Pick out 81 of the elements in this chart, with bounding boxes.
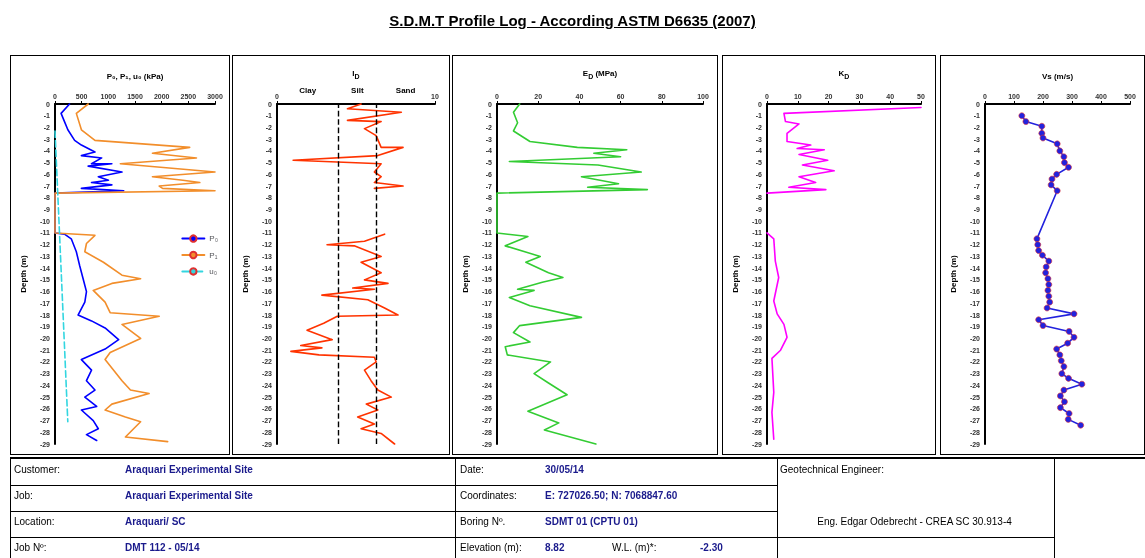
point bbox=[1060, 153, 1068, 161]
point bbox=[1039, 134, 1047, 142]
text: Eng. Edgar Odebrecht - CREA SC 30.913-4 bbox=[816, 516, 1013, 527]
point bbox=[1060, 386, 1068, 394]
line-series bbox=[54, 103, 216, 443]
legend-label: u₀ bbox=[209, 266, 218, 276]
text: Job: bbox=[14, 490, 33, 501]
point bbox=[1053, 345, 1060, 353]
y-axis-title: Depth (m) bbox=[18, 255, 28, 293]
point bbox=[1064, 416, 1072, 423]
y-axis-title: Depth (m) bbox=[730, 255, 740, 293]
text: Araquari Experimental Site bbox=[125, 464, 253, 475]
point bbox=[1042, 269, 1049, 277]
y-axis-title: Depth (m) bbox=[240, 255, 250, 293]
point bbox=[1070, 334, 1078, 341]
text: Elevation (m): bbox=[460, 542, 522, 553]
point bbox=[1046, 298, 1053, 306]
point bbox=[1043, 304, 1051, 312]
point bbox=[1045, 281, 1053, 288]
point bbox=[1064, 339, 1071, 347]
text: Job Nº: bbox=[14, 542, 47, 553]
point bbox=[1065, 375, 1072, 382]
point bbox=[1042, 263, 1050, 271]
point bbox=[1045, 292, 1053, 300]
text: Clay bbox=[299, 85, 317, 95]
point bbox=[1070, 310, 1078, 318]
x-axis-title: Vs (m/s) bbox=[1041, 71, 1074, 81]
point bbox=[1053, 140, 1061, 148]
x-axis-title: P₀, P₁, u₀ (kPa) bbox=[106, 71, 164, 81]
text: S.D.M.T Profile Log - According ASTM D6635 (2007) bbox=[388, 12, 757, 29]
point bbox=[1057, 392, 1064, 400]
point bbox=[1057, 404, 1064, 411]
point bbox=[1044, 287, 1052, 294]
point bbox=[1078, 380, 1086, 388]
text: 30/05/14 bbox=[545, 464, 584, 475]
text: Boring Nº. bbox=[460, 516, 506, 527]
point bbox=[1058, 370, 1066, 377]
point bbox=[1065, 164, 1072, 171]
point bbox=[1053, 187, 1061, 195]
text: Date: bbox=[460, 464, 484, 475]
point bbox=[1061, 159, 1068, 166]
point bbox=[1047, 181, 1055, 189]
text: Coordinates: bbox=[460, 490, 517, 501]
text: Geotechnical Engineer: bbox=[780, 464, 884, 475]
point bbox=[1065, 410, 1073, 417]
point bbox=[1065, 328, 1073, 335]
point bbox=[1018, 112, 1026, 120]
point bbox=[1053, 171, 1060, 178]
point bbox=[1044, 275, 1052, 282]
y-axis-title: Depth (m) bbox=[948, 255, 958, 293]
point bbox=[1035, 316, 1042, 324]
text: 8.82 bbox=[545, 542, 565, 553]
point bbox=[1035, 247, 1042, 254]
point bbox=[1060, 363, 1068, 370]
point bbox=[1056, 351, 1064, 359]
text: Customer: bbox=[14, 464, 61, 475]
point bbox=[1034, 241, 1042, 248]
text: Sand bbox=[395, 85, 416, 95]
text: Location: bbox=[14, 516, 55, 527]
legend-label: P₁ bbox=[209, 250, 218, 260]
text: -2.30 bbox=[700, 542, 723, 553]
point bbox=[1061, 398, 1068, 406]
point bbox=[1022, 118, 1030, 125]
text: E: 727026.50; N: 7068847.60 bbox=[545, 490, 678, 501]
text: Araquari/ SC bbox=[125, 516, 186, 527]
point bbox=[1039, 251, 1046, 259]
point bbox=[1056, 147, 1064, 155]
point bbox=[1048, 175, 1056, 183]
text: SDMT 01 (CPTU 01) bbox=[545, 516, 638, 527]
point bbox=[1045, 257, 1053, 265]
point bbox=[1039, 322, 1047, 329]
text: DMT 112 - 05/14 bbox=[125, 542, 200, 553]
legend-label: P₀ bbox=[209, 234, 218, 244]
text: Araquari Experimental Site bbox=[125, 490, 253, 501]
text: Silt bbox=[351, 85, 364, 95]
point bbox=[1077, 421, 1084, 429]
point bbox=[1057, 357, 1065, 365]
text: W.L. (m)*: bbox=[612, 542, 657, 553]
point bbox=[1033, 235, 1041, 243]
y-axis-title: Depth (m) bbox=[460, 255, 470, 293]
point bbox=[1038, 122, 1046, 130]
